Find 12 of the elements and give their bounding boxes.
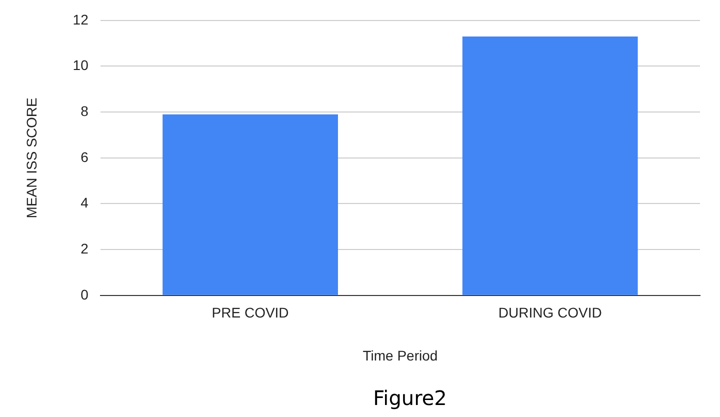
y-tick-label: 12 [72, 11, 89, 28]
caption: Figure2 [373, 386, 447, 410]
y-tick-label: 8 [80, 102, 89, 119]
x-tick-label: DURING COVID [498, 304, 602, 321]
x-axis-title: Time Period [362, 347, 438, 364]
y-tick-label: 0 [80, 286, 89, 302]
y-tick-label: 2 [80, 240, 89, 256]
y-tick-label: 6 [80, 148, 89, 165]
y-tick-label: 4 [80, 194, 89, 211]
y-axis-title: MEAN ISS SCORE [23, 98, 40, 218]
y-tick-label: 10 [72, 57, 89, 74]
x-tick-label: PRE COVID [212, 304, 289, 321]
